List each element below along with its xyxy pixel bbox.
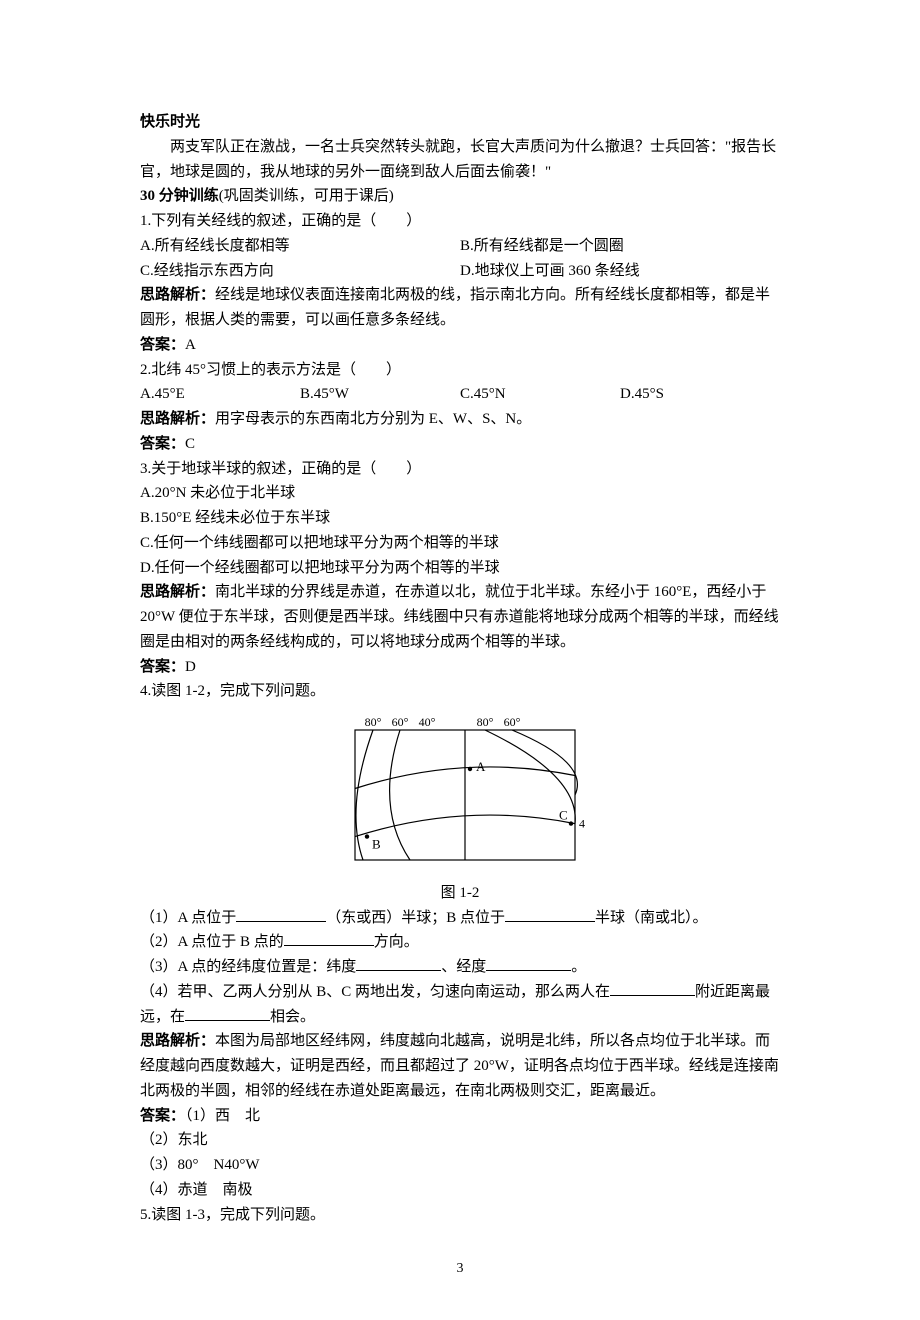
q1-opt-d: D.地球仪上可画 360 条经线	[460, 259, 780, 284]
svg-text:60°: 60°	[392, 715, 409, 729]
blank	[610, 981, 695, 996]
q2-opt-c: C.45°N	[460, 382, 620, 407]
q1-opt-b: B.所有经线都是一个圆圈	[460, 234, 780, 259]
q2-opt-d: D.45°S	[620, 382, 780, 407]
q3-exp-label: 思路解析：	[140, 584, 215, 600]
section-30min-title: 30 分钟训练	[140, 188, 219, 204]
q4-a3: （3）80° N40°W	[140, 1153, 780, 1178]
svg-text:A: A	[476, 759, 486, 774]
blank	[284, 931, 374, 946]
section-happy-title: 快乐时光	[140, 114, 200, 130]
q4-a4: （4）赤道 南极	[140, 1178, 780, 1203]
q2-opt-b: B.45°W	[300, 382, 460, 407]
figure-1-2: 80° 60° 40° 80° 60° 40° A B C	[140, 710, 780, 879]
q4-2b: 方向。	[374, 934, 419, 950]
q4-3c: 。	[571, 959, 586, 975]
q1-exp-label: 思路解析：	[140, 287, 215, 303]
svg-text:40°: 40°	[419, 715, 436, 729]
q1-opt-c: C.经线指示东西方向	[140, 259, 460, 284]
blank	[505, 907, 595, 922]
svg-text:80°: 80°	[365, 715, 382, 729]
blank	[185, 1006, 270, 1021]
q4-4c: 相会。	[270, 1009, 315, 1025]
q2-ans-label: 答案：	[140, 436, 185, 452]
q5-stem: 5.读图 1-3，完成下列问题。	[140, 1203, 780, 1228]
q4-2a: （2）A 点位于 B 点的	[140, 934, 284, 950]
q4-1a: （1）A 点位于	[140, 910, 236, 926]
svg-text:60°: 60°	[504, 715, 521, 729]
q4-3b: 、经度	[441, 959, 486, 975]
page-number: 3	[140, 1257, 780, 1280]
q4-exp-label: 思路解析：	[140, 1033, 215, 1049]
q4-1b: （东或西）半球；B 点位于	[326, 910, 505, 926]
q3-exp: 南北半球的分界线是赤道，在赤道以北，就位于北半球。东经小于 160°E，西经小于…	[140, 584, 779, 650]
q3-opt-a: A.20°N 未必位于北半球	[140, 481, 780, 506]
q3-opt-d: D.任何一个经线圈都可以把地球平分为两个相等的半球	[140, 556, 780, 581]
q2-opt-a: A.45°E	[140, 382, 300, 407]
q3-opt-c: C.任何一个纬线圈都可以把地球平分为两个相等的半球	[140, 531, 780, 556]
q4-3a: （3）A 点的经纬度位置是：纬度	[140, 959, 356, 975]
q2-ans: C	[185, 436, 195, 452]
q2-stem: 2.北纬 45°习惯上的表示方法是（ ）	[140, 358, 780, 383]
q3-stem: 3.关于地球半球的叙述，正确的是（ ）	[140, 457, 780, 482]
q4-a1: （1）西 北	[185, 1108, 260, 1124]
blank	[356, 956, 441, 971]
svg-text:40°: 40°	[579, 817, 585, 831]
q4-stem: 4.读图 1-2，完成下列问题。	[140, 679, 780, 704]
story-text: 两支军队正在激战，一名士兵突然转头就跑，长官大声质问为什么撤退？士兵回答："报告…	[140, 135, 780, 185]
q1-stem: 1.下列有关经线的叙述，正确的是（ ）	[140, 209, 780, 234]
svg-text:C: C	[559, 808, 568, 823]
q3-ans: D	[185, 659, 196, 675]
figure-1-2-caption: 图 1-2	[140, 881, 780, 906]
svg-text:80°: 80°	[477, 715, 494, 729]
q4-exp: 本图为局部地区经纬网，纬度越向北越高，说明是北纬，所以各点均位于北半球。而经度越…	[140, 1033, 779, 1099]
blank	[236, 907, 326, 922]
q3-opt-b: B.150°E 经线未必位于东半球	[140, 506, 780, 531]
q1-opt-a: A.所有经线长度都相等	[140, 234, 460, 259]
q1-ans-label: 答案：	[140, 337, 185, 353]
blank	[486, 956, 571, 971]
q4-a2: （2）东北	[140, 1128, 780, 1153]
q2-exp-label: 思路解析：	[140, 411, 215, 427]
svg-text:B: B	[372, 837, 381, 852]
q3-ans-label: 答案：	[140, 659, 185, 675]
q1-exp: 经线是地球仪表面连接南北两极的线，指示南北方向。所有经线长度都相等，都是半圆形，…	[140, 287, 770, 328]
q1-ans: A	[185, 337, 196, 353]
q4-ans-label: 答案：	[140, 1108, 185, 1124]
q2-exp: 用字母表示的东西南北方分别为 E、W、S、N。	[215, 411, 531, 427]
section-30min-sub: (巩固类训练，可用于课后)	[219, 188, 394, 204]
q4-4a: （4）若甲、乙两人分别从 B、C 两地出发，匀速向南运动，那么两人在	[140, 984, 610, 1000]
q4-1c: 半球（南或北）。	[595, 910, 708, 926]
